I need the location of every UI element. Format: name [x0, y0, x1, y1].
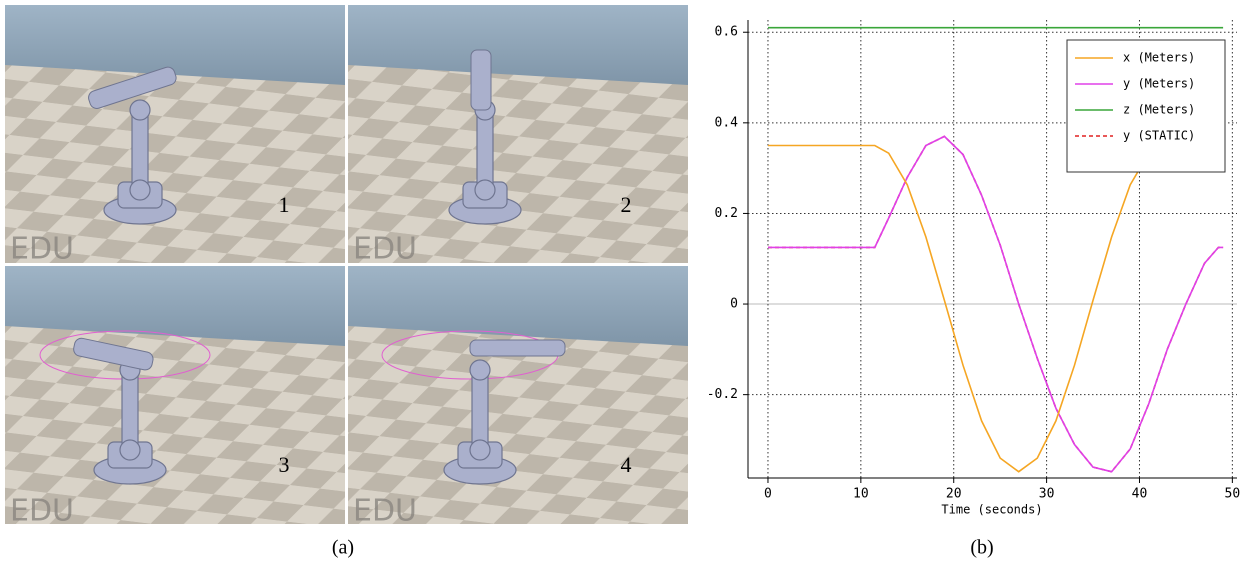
x-axis-label: Time (seconds)	[941, 503, 1042, 517]
watermark: EDU	[10, 232, 74, 267]
scene-4	[348, 266, 688, 524]
legend-label: y (STATIC)	[1123, 129, 1195, 143]
watermark: EDU	[10, 494, 74, 529]
panel-a: 1 2 3 4 EDU EDU EDU EDU (a)	[5, 5, 688, 559]
view-number: 2	[621, 192, 632, 217]
caption: (b)	[970, 537, 993, 559]
x-tick-label: 50	[1225, 487, 1241, 502]
y-tick-label: 0.6	[715, 25, 738, 40]
x-tick-label: 20	[946, 487, 962, 502]
view-number: 4	[621, 452, 632, 477]
scene-2	[348, 5, 688, 263]
y-tick-label: 0.2	[715, 206, 738, 221]
x-tick-label: 0	[764, 487, 772, 502]
caption: (a)	[332, 537, 354, 559]
figure: 1 2 3 4 EDU EDU EDU EDU (a) (b) Time (se…	[0, 0, 1242, 568]
view-number: 3	[279, 452, 290, 477]
x-tick-label: 30	[1039, 487, 1055, 502]
scene-1	[5, 5, 345, 263]
x-tick-label: 40	[1132, 487, 1148, 502]
x-tick-label: 10	[853, 487, 869, 502]
legend-label: y (Meters)	[1123, 77, 1195, 91]
watermark: EDU	[353, 232, 417, 267]
y-tick-label: 0	[730, 297, 738, 312]
legend-label: x (Meters)	[1123, 51, 1195, 65]
y-tick-label: 0.4	[715, 115, 739, 130]
page: 1 2 3 4 EDU EDU EDU EDU (a) (b) Time (se…	[0, 0, 1242, 573]
legend-label: z (Meters)	[1123, 103, 1195, 117]
legend: x (Meters) y (Meters) z (Meters) y (STATIC)	[1067, 40, 1225, 172]
view-number: 1	[279, 192, 290, 217]
y-tick-label: -0.2	[707, 387, 738, 402]
scene-3	[5, 266, 345, 524]
watermark: EDU	[353, 494, 417, 529]
